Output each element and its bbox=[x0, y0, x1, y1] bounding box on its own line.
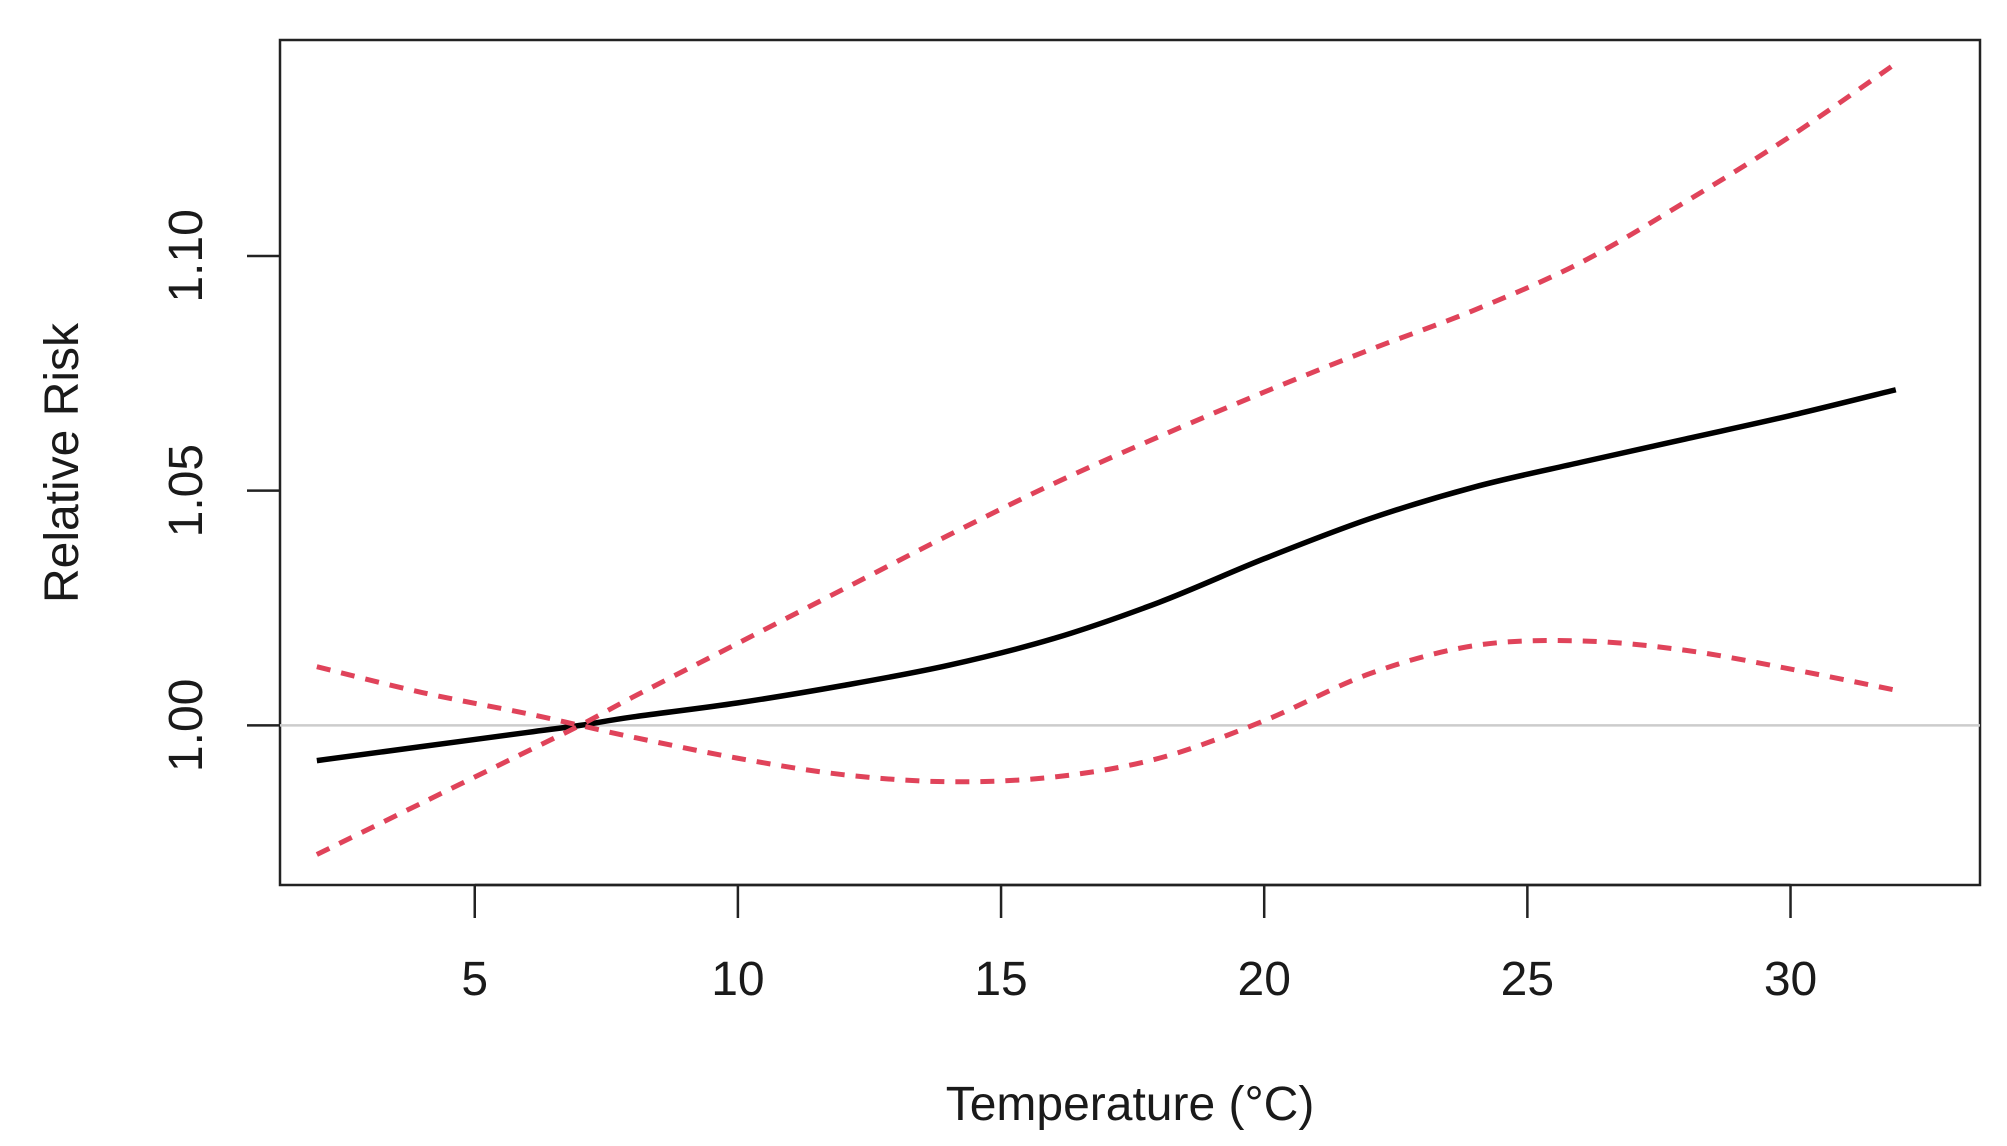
plot-frame bbox=[278, 38, 1982, 887]
y-tick-label: 1.10 bbox=[160, 209, 213, 302]
x-axis: 5 10 15 20 25 30 bbox=[461, 883, 1817, 1006]
y-axis-label: Relative Risk bbox=[36, 322, 89, 603]
x-tick-label: 5 bbox=[461, 953, 488, 1006]
x-tick-label: 10 bbox=[711, 953, 764, 1006]
y-tick-label: 1.00 bbox=[160, 679, 213, 772]
x-tick-label: 20 bbox=[1238, 953, 1291, 1006]
relative-risk-line bbox=[316, 387, 1897, 764]
x-tick-label: 25 bbox=[1501, 953, 1554, 1006]
x-axis-label: Temperature (°C) bbox=[946, 1078, 1315, 1131]
lower-ci-line bbox=[316, 638, 1897, 785]
x-tick-label: 15 bbox=[974, 953, 1027, 1006]
y-axis: 1.00 1.05 1.10 bbox=[160, 209, 280, 772]
upper-ci-line bbox=[315, 61, 1898, 857]
x-tick-label: 30 bbox=[1764, 953, 1817, 1006]
y-tick-label: 1.05 bbox=[160, 444, 213, 537]
series-layer bbox=[315, 61, 1898, 857]
